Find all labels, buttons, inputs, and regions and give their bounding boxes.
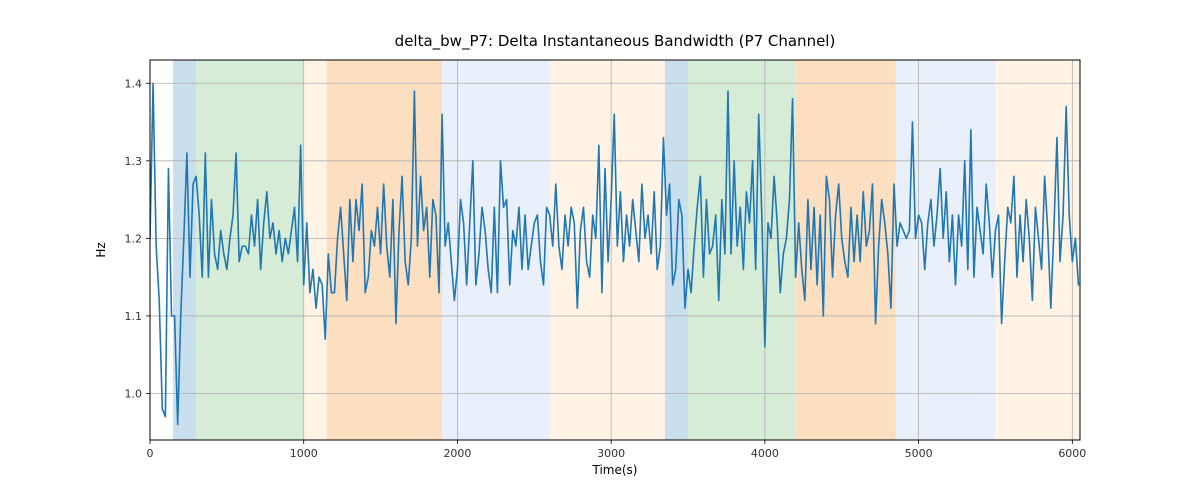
y-tick-label: 1.1 xyxy=(125,310,143,323)
chart-container: 0 1000 2000 3000 4000 5000 6000 1.0 1.1 1.2 1.3 1.4… xyxy=(0,0,1200,500)
band-region xyxy=(896,60,996,440)
y-axis-label: Hz xyxy=(94,242,108,257)
y-tick-label: 1.3 xyxy=(125,155,143,168)
shaded-bands xyxy=(173,60,1080,440)
x-tick-label: 2000 xyxy=(443,447,471,460)
y-tick-label: 1.2 xyxy=(125,232,143,245)
x-tick-label: 6000 xyxy=(1058,447,1086,460)
chart-title: delta_bw_P7: Delta Instantaneous Bandwid… xyxy=(395,32,836,51)
y-tick-label: 1.0 xyxy=(125,387,143,400)
x-tick-label: 1000 xyxy=(290,447,318,460)
band-region xyxy=(304,60,327,440)
x-axis-label: Time(s) xyxy=(592,463,638,477)
band-region xyxy=(995,60,1080,440)
x-tick-label: 0 xyxy=(147,447,154,460)
x-tick-label: 5000 xyxy=(905,447,933,460)
line-chart: 0 1000 2000 3000 4000 5000 6000 1.0 1.1 1.2 1.3 1.4… xyxy=(0,0,1200,500)
x-tick-label: 3000 xyxy=(597,447,625,460)
y-tick-label: 1.4 xyxy=(125,77,143,90)
x-tick-label: 4000 xyxy=(751,447,779,460)
